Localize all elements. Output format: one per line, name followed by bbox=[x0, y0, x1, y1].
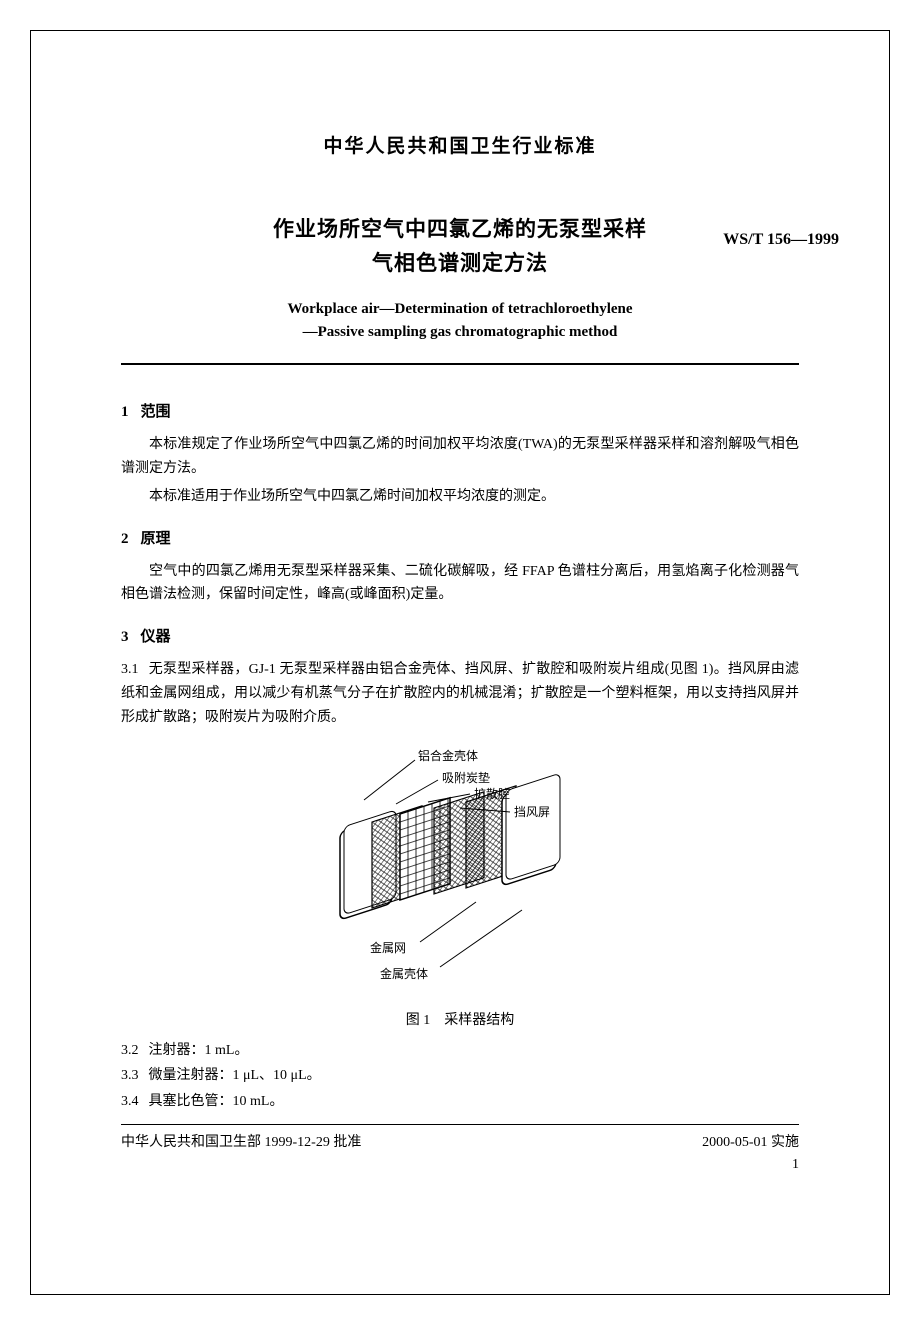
main-title-line2: 气相色谱测定方法 bbox=[372, 251, 548, 275]
section-2-title: 原理 bbox=[141, 531, 171, 547]
title-block: 作业场所空气中四氯乙烯的无泵型采样 气相色谱测定方法 WS/T 156—1999… bbox=[121, 213, 799, 343]
section-3-num: 3 bbox=[121, 629, 129, 645]
footer-row: 中华人民共和国卫生部 1999-12-29 批准 2000-05-01 实施 bbox=[121, 1131, 799, 1151]
main-title-line1: 作业场所空气中四氯乙烯的无泵型采样 bbox=[273, 217, 647, 241]
title-rule bbox=[121, 363, 799, 365]
item-3-3-text: 微量注射器：1 μL、10 μL。 bbox=[149, 1068, 321, 1083]
english-title-line2: —Passive sampling gas chromatographic me… bbox=[303, 324, 618, 340]
section-3-title: 仪器 bbox=[141, 629, 171, 645]
section-2-heading: 2 原理 bbox=[121, 527, 799, 548]
english-title-line1: Workplace air—Determination of tetrachlo… bbox=[287, 301, 632, 317]
label-mesh: 金属网 bbox=[370, 940, 406, 955]
section-1-num: 1 bbox=[121, 404, 129, 420]
item-3-3-num: 3.3 bbox=[121, 1068, 139, 1083]
english-title: Workplace air—Determination of tetrachlo… bbox=[121, 298, 799, 343]
section-1-p1: 本标准规定了作业场所空气中四氯乙烯的时间加权平均浓度(TWA)的无泵型采样器采样… bbox=[121, 433, 799, 481]
label-carbon: 吸附炭垫 bbox=[442, 770, 490, 785]
section-1-heading: 1 范围 bbox=[121, 400, 799, 421]
figure-1: 铝合金壳体 吸附炭垫 扩散腔 挡风屏 金属网 金属壳体 bbox=[121, 742, 799, 997]
standard-code: WS/T 156—1999 bbox=[723, 231, 839, 249]
label-windscreen: 挡风屏 bbox=[514, 805, 550, 819]
item-3-2-num: 3.2 bbox=[121, 1043, 139, 1058]
main-title: 作业场所空气中四氯乙烯的无泵型采样 气相色谱测定方法 bbox=[121, 213, 799, 280]
item-3-1-text: 无泵型采样器，GJ-1 无泵型采样器由铝合金壳体、挡风屏、扩散腔和吸附炭片组成(… bbox=[121, 662, 799, 725]
item-3-1: 3.1无泵型采样器，GJ-1 无泵型采样器由铝合金壳体、挡风屏、扩散腔和吸附炭片… bbox=[121, 658, 799, 729]
section-2-p1: 空气中的四氯乙烯用无泵型采样器采集、二硫化碳解吸，经 FFAP 色谱柱分离后，用… bbox=[121, 560, 799, 608]
item-3-4: 3.4 具塞比色管：10 mL。 bbox=[121, 1090, 799, 1114]
item-3-3: 3.3 微量注射器：1 μL、10 μL。 bbox=[121, 1064, 799, 1088]
footer-approval: 中华人民共和国卫生部 1999-12-29 批准 bbox=[121, 1131, 361, 1151]
section-3-heading: 3 仪器 bbox=[121, 625, 799, 646]
section-1-title: 范围 bbox=[141, 404, 171, 420]
page-frame: 中华人民共和国卫生行业标准 作业场所空气中四氯乙烯的无泵型采样 气相色谱测定方法… bbox=[30, 30, 890, 1295]
sampler-diagram: 铝合金壳体 吸附炭垫 扩散腔 挡风屏 金属网 金属壳体 bbox=[300, 742, 620, 992]
section-1-p2: 本标准适用于作业场所空气中四氯乙烯时间加权平均浓度的测定。 bbox=[121, 485, 799, 509]
bottom-rule bbox=[121, 1124, 799, 1125]
page-number: 1 bbox=[121, 1157, 799, 1173]
item-3-1-num: 3.1 bbox=[121, 662, 139, 677]
item-3-4-num: 3.4 bbox=[121, 1094, 139, 1109]
label-shell: 铝合金壳体 bbox=[418, 748, 478, 763]
item-3-4-text: 具塞比色管：10 mL。 bbox=[149, 1094, 284, 1109]
item-3-2-text: 注射器：1 mL。 bbox=[149, 1043, 249, 1058]
item-3-2: 3.2 注射器：1 mL。 bbox=[121, 1039, 799, 1063]
section-2-num: 2 bbox=[121, 531, 129, 547]
org-title: 中华人民共和国卫生行业标准 bbox=[121, 131, 799, 158]
label-metal-shell: 金属壳体 bbox=[380, 966, 428, 981]
footer-effective: 2000-05-01 实施 bbox=[702, 1131, 799, 1151]
figure-1-caption: 图 1 采样器结构 bbox=[121, 1009, 799, 1029]
label-chamber: 扩散腔 bbox=[474, 786, 510, 801]
